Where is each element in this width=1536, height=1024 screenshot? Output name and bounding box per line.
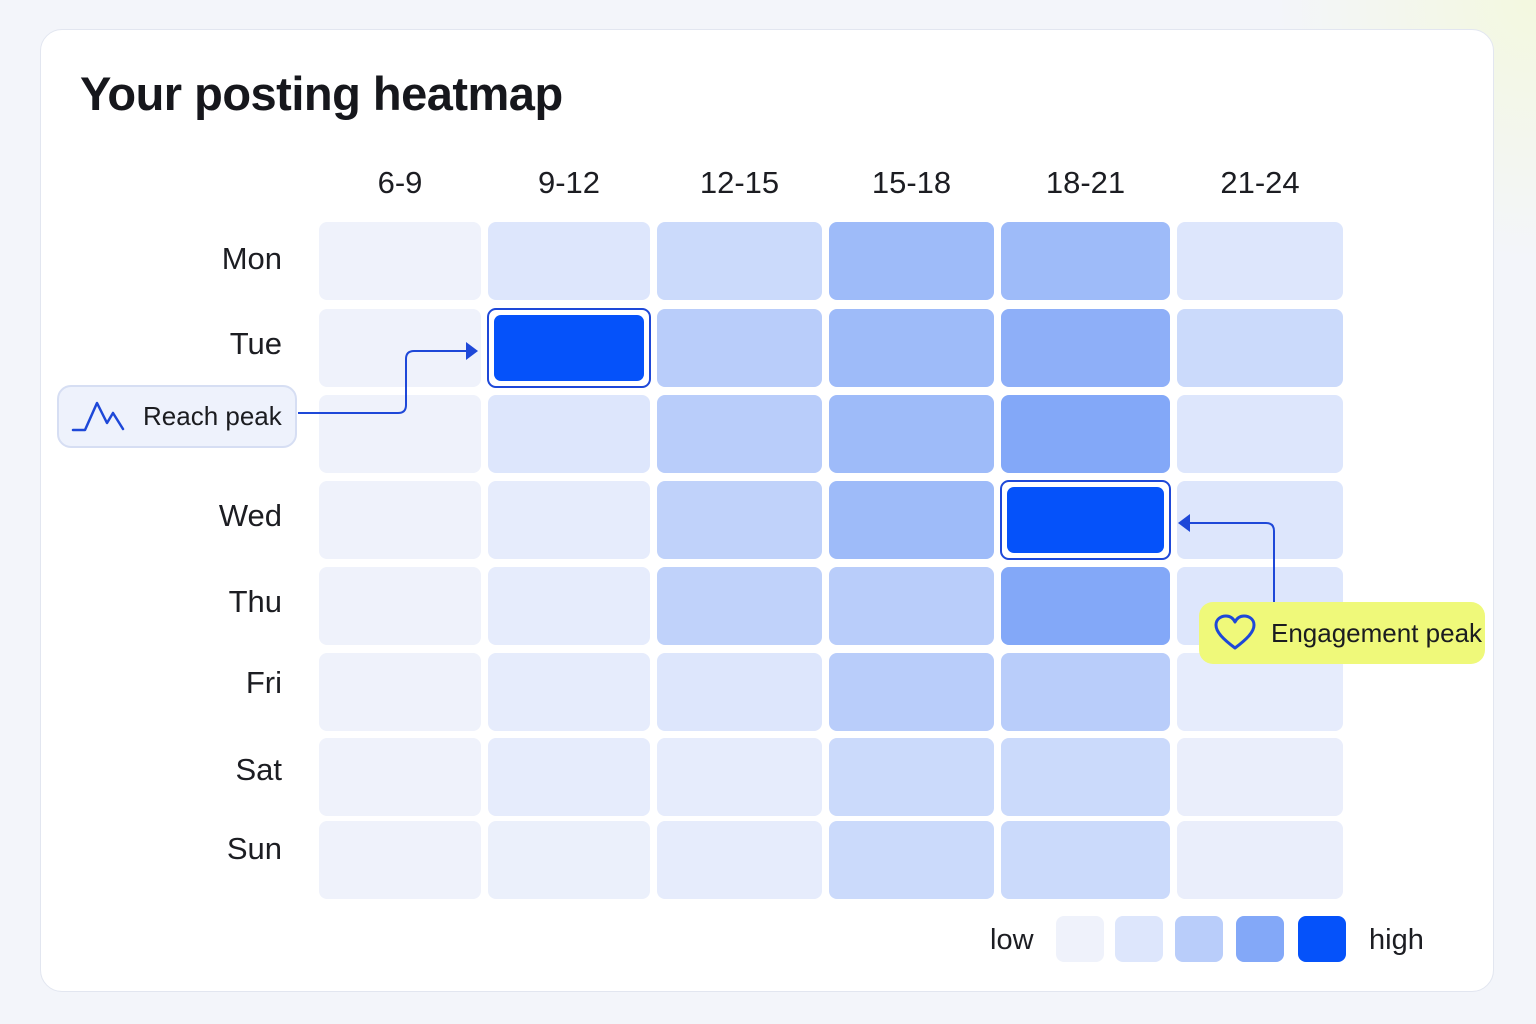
heatmap-cell: [1177, 222, 1343, 300]
heatmap-cell: [319, 821, 481, 899]
heatmap-cell: [1177, 481, 1343, 559]
legend-swatch-2: [1115, 916, 1163, 962]
heatmap-cell: [829, 821, 994, 899]
reach-peak-connector: [298, 350, 466, 414]
heatmap-cell: [1177, 738, 1343, 816]
row-label-mon: Mon: [222, 241, 282, 276]
heatmap-cell: [488, 481, 650, 559]
heatmap-cell: [488, 395, 650, 473]
heatmap-cell: [488, 222, 650, 300]
heatmap-cell: [1001, 395, 1170, 473]
reach-peak-callout: Reach peak: [57, 385, 297, 448]
row-label-fri: Fri: [246, 665, 282, 700]
heatmap-cell: [488, 653, 650, 731]
line-spike-icon: [71, 399, 129, 435]
column-label-9-12: 9-12: [538, 165, 600, 200]
heatmap-cell: [488, 738, 650, 816]
heatmap-cell: [657, 821, 822, 899]
heatmap-cell: [829, 222, 994, 300]
heatmap-cell: [1177, 653, 1343, 731]
heatmap-cell: [829, 653, 994, 731]
legend-low-label: low: [990, 924, 1034, 956]
heatmap-cell: [657, 653, 822, 731]
heatmap-cell: [319, 222, 481, 300]
heatmap-cell: [488, 821, 650, 899]
row-label-tue: Tue: [230, 326, 282, 361]
heatmap-cell: [829, 395, 994, 473]
heatmap-cell: [829, 309, 994, 387]
engagement-peak-callout: Engagement peak: [1199, 602, 1485, 664]
heatmap-cell: [1177, 395, 1343, 473]
column-label-15-18: 15-18: [872, 165, 951, 200]
heatmap-cell: [1001, 309, 1170, 387]
legend-swatch-1: [1056, 916, 1104, 962]
heatmap-cell: [319, 309, 481, 387]
row-label-sat: Sat: [235, 752, 282, 787]
reach-peak-label: Reach peak: [143, 401, 282, 431]
heatmap-cell: [494, 315, 644, 381]
heatmap-cell: [319, 653, 481, 731]
heatmap-cell: [1001, 821, 1170, 899]
legend-swatch-4: [1236, 916, 1284, 962]
heatmap-cell: [1001, 567, 1170, 645]
column-label-6-9: 6-9: [378, 165, 423, 200]
heatmap-cell: [319, 395, 481, 473]
column-label-18-21: 18-21: [1046, 165, 1125, 200]
row-label-thu: Thu: [229, 584, 282, 619]
row-label-sun: Sun: [227, 831, 282, 866]
heart-icon: [1213, 614, 1257, 652]
heatmap-cell: [1177, 309, 1343, 387]
reach-peak-arrowhead: [466, 342, 478, 360]
row-label-wed: Wed: [219, 498, 282, 533]
heatmap-cell: [1001, 653, 1170, 731]
heatmap-cell: [1001, 738, 1170, 816]
heatmap-cell: [488, 567, 650, 645]
legend-high-label: high: [1369, 924, 1424, 956]
heatmap-cell: [657, 395, 822, 473]
heatmap-cell: [1007, 487, 1164, 553]
heatmap-cell: [657, 738, 822, 816]
heatmap-cell: [657, 567, 822, 645]
heatmap-cell: [657, 222, 822, 300]
heatmap-cell: [319, 567, 481, 645]
heatmap-cell: [657, 309, 822, 387]
heatmap-cell: [829, 567, 994, 645]
engagement-peak-connector: [1190, 522, 1275, 602]
legend-swatch-3: [1175, 916, 1223, 962]
column-label-21-24: 21-24: [1220, 165, 1299, 200]
engagement-peak-label: Engagement peak: [1271, 617, 1483, 648]
heatmap-cell: [1001, 222, 1170, 300]
heatmap-cell: [319, 738, 481, 816]
legend-swatch-5: [1298, 916, 1346, 962]
heatmap-cell: [1177, 821, 1343, 899]
column-label-12-15: 12-15: [700, 165, 779, 200]
heatmap-cell: [829, 738, 994, 816]
heatmap-cell: [657, 481, 822, 559]
heatmap-cell: [829, 481, 994, 559]
engagement-peak-arrowhead: [1178, 514, 1190, 532]
heatmap-cell: [319, 481, 481, 559]
page-title: Your posting heatmap: [80, 67, 563, 120]
